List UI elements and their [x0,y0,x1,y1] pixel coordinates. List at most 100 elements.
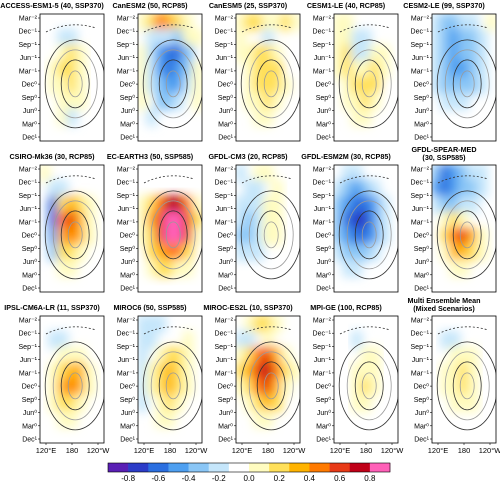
contour-line [459,70,475,98]
anomaly-cell [155,227,167,246]
anomaly-cell [75,92,87,111]
y-tick-label: Jun⁰ [317,107,331,115]
anomaly-cell [458,28,470,47]
contour-line [361,221,377,249]
y-tick-label: Mar⁻² [215,167,234,174]
contour-line [338,190,398,280]
anomaly-cell [440,92,452,111]
contour-line [459,372,475,400]
x-tick-label: 180 [164,446,177,455]
anomaly-cell [369,92,381,111]
colorbar-swatch [309,463,330,472]
anomaly-cell [440,165,452,182]
anomaly-cell [253,92,265,111]
anomaly-cell [75,394,87,413]
negative-contour [437,24,489,33]
y-tick-label: Dec⁰ [316,383,331,391]
anomaly-cell [342,60,354,79]
contour-lines [44,24,104,129]
panel: CESM2-LE (99, SSP370) Mar⁻² Dec⁻¹ Sep⁻¹ Jun⁻… [403,1,497,142]
panel: ACCESS-ESM1-5 (40, SSP370) Mar⁻² Dec⁻¹ Sep⁻… [0,1,105,142]
y-tick-label: Mar⁻² [117,16,136,23]
panel: CanESM5 (25, SSP370) Mar⁻² Dec⁻¹ Sep⁻¹ Jun⁻¹… [209,1,301,142]
anomaly-cell [57,362,69,381]
anomaly-cell [351,108,363,127]
anomaly-cell [449,14,461,31]
y-tick-label: Dec⁰ [22,81,37,89]
y-tick-label: Jun⁰ [317,258,331,266]
anomaly-cell [458,165,470,182]
anomaly-cell [75,211,87,230]
y-tick-label: Mar⁻² [19,16,38,23]
anomaly-cell [244,14,256,31]
x-tick-label: 180 [262,446,275,455]
anomaly-cell [57,44,69,63]
y-tick-label: Mar⁻¹ [411,370,430,377]
anomaly-cell [369,60,381,79]
panel-frame [235,13,301,142]
anomaly-cell [138,195,149,214]
anomaly-cell [236,243,247,262]
anomaly-cell [182,14,194,31]
contour-line [263,221,279,249]
anomaly-cell [449,243,461,262]
anomaly-cell [334,28,345,47]
anomaly-cell [164,394,176,413]
colorbar-label: 0.4 [304,474,316,483]
anomaly-cell [253,14,265,31]
anomaly-cell [432,44,443,63]
y-tick-label: Sep⁰ [218,245,233,253]
colorbar-label: -0.2 [212,474,226,483]
y-tick-label: Jun⁻¹ [20,55,38,62]
anomaly-cell [476,227,488,246]
y-tick-label: Jun⁻¹ [20,206,38,213]
y-tick-label: Jun⁻¹ [314,55,332,62]
contour-line [256,59,286,109]
anomaly-cell [164,14,176,31]
panel-title: CESM2-LE (99, SSP370) [403,1,485,10]
anomaly-cell [244,179,256,198]
y-tick-label: Dec¹ [22,286,37,293]
contour-line [150,49,196,119]
anomaly-cell [236,165,247,182]
anomaly-cell [75,243,87,262]
contour-line [346,49,392,119]
contour-line [346,200,392,270]
y-tick-label: Mar⁻¹ [313,219,332,226]
y-tick-label: Dec⁻¹ [215,180,234,187]
contour-line [361,372,377,400]
y-tick-label: Sep⁻¹ [215,42,234,49]
y-tick-label: Dec¹ [120,135,135,142]
contour-lines [338,24,398,129]
contour-line [240,39,300,129]
anomaly-cell [236,14,247,31]
contour-line [248,351,294,421]
anomaly-cell [334,14,345,31]
contour-line [158,59,188,109]
anomaly-cell [138,44,149,63]
anomaly-cell [173,346,185,365]
panel-title: CESM1-LE (40, RCP85) [307,1,386,10]
y-tick-label: Jun⁻¹ [118,206,136,213]
y-tick-label: Sep⁰ [316,94,331,102]
anomaly-cell [449,211,461,230]
panel-title: MIROC-ES2L (10, SSP370) [203,303,293,312]
contour-lines [436,175,496,280]
anomaly-cell [271,195,283,214]
y-tick-label: Sep⁰ [414,396,429,404]
anomaly-cell [369,362,381,381]
anomaly-cell [262,165,274,182]
anomaly-cell [378,227,390,246]
anomaly-cell [48,227,60,246]
anomaly-cell [138,346,149,365]
anomaly-cell [449,195,461,214]
y-tick-label: Jun⁰ [317,409,331,417]
y-tick-label: Jun⁰ [415,409,429,417]
contour-line [436,341,496,431]
y-tick-label: Mar⁻² [215,318,234,325]
contour-line [142,341,202,431]
anomaly-cell [342,165,354,182]
anomaly-cell [280,76,292,95]
panel-frame [39,164,105,293]
anomaly-cell [164,92,176,111]
